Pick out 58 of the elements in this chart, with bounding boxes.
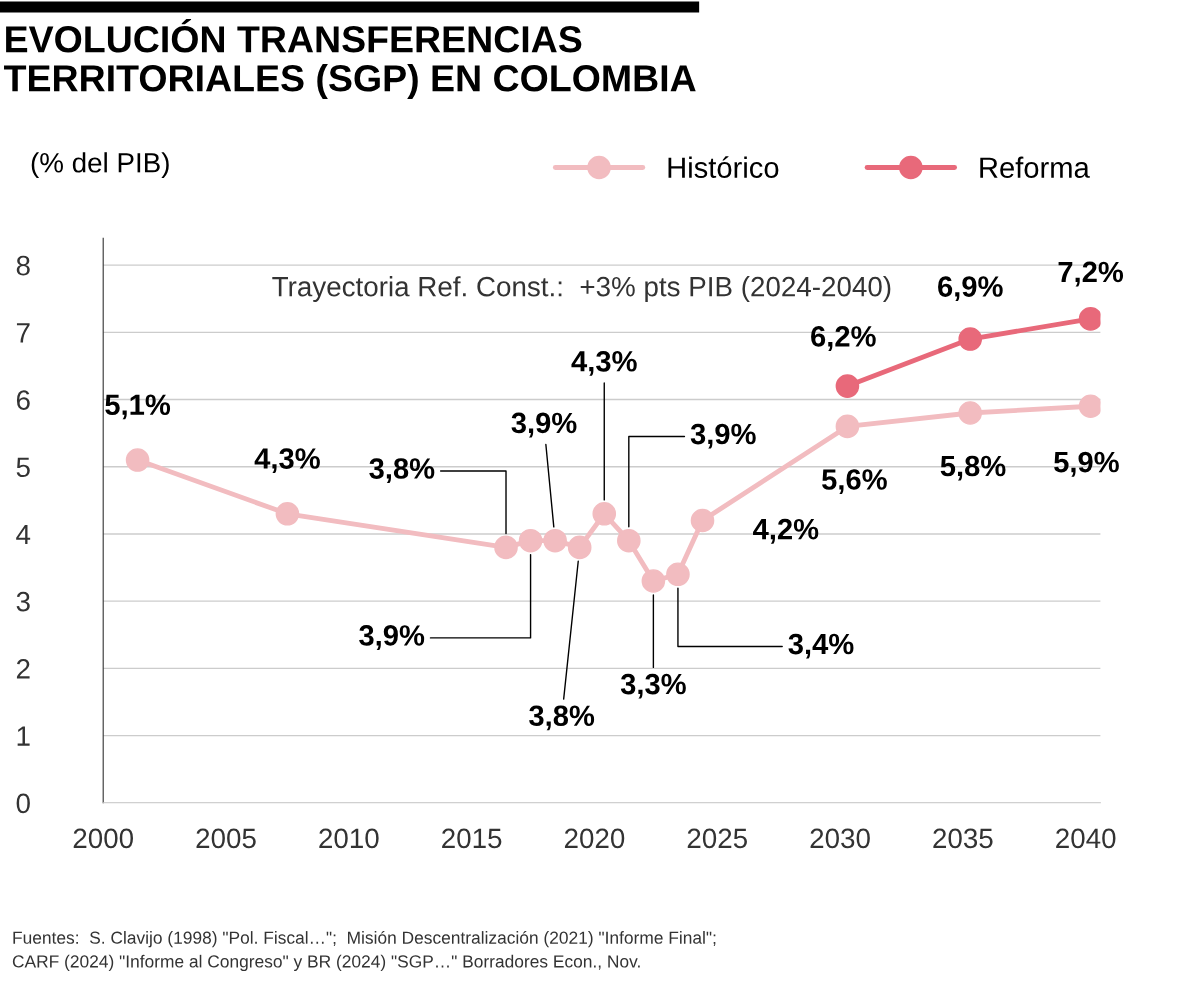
x-tick-label: 2025: [687, 828, 747, 849]
point: [275, 501, 300, 526]
point: [1078, 394, 1101, 419]
data-label: 5,1%: [105, 394, 171, 420]
point: [835, 374, 860, 398]
y-axis-title: (% del PIB): [31, 152, 169, 179]
data-label: 5,8%: [940, 455, 1006, 481]
point: [958, 327, 983, 351]
data-label: 3,8%: [529, 705, 595, 731]
data-label: 3,9%: [511, 412, 577, 438]
data-label: 6,2%: [811, 326, 876, 351]
y-tick-label: 4: [16, 524, 31, 545]
point: [518, 528, 543, 553]
legend-label: Reforma: [980, 156, 1090, 178]
point: [641, 569, 666, 593]
point: [690, 508, 715, 533]
y-tick-label: 0: [16, 793, 30, 814]
x-tick-label: 2035: [933, 828, 993, 849]
point: [617, 528, 641, 553]
y-tick-label: 7: [16, 323, 30, 343]
point: [567, 535, 592, 560]
y-tick-label: 8: [16, 255, 30, 276]
data-label: 5,9%: [1054, 451, 1119, 477]
x-tick-label: 2000: [73, 828, 134, 849]
data-label: 3,9%: [359, 625, 425, 650]
data-label: 4,3%: [254, 448, 320, 474]
data-label: 3,8%: [369, 458, 435, 484]
data-label: 3,9%: [690, 423, 756, 449]
point: [592, 501, 617, 526]
y-tick-label: 6: [16, 390, 30, 410]
point: [543, 528, 567, 553]
point: [494, 535, 518, 560]
chart-title: EVOLUCIÓN TRANSFERENCIAS TERRITORIALES (SGP) EN COLOMBIA: [4, 18, 696, 100]
point: [666, 562, 690, 587]
x-tick-label: 2030: [810, 828, 870, 849]
source-note: Fuentes: S. Clavijo (1998) "Pol. Fiscal…"; Misión Descentralización (2021) "Informe Final"; CARF (2024) "Informe al Congreso" y BR (2024) "SGP…" Borradores Econ., Nov.: [12, 930, 716, 972]
y-tick-label: 3: [16, 591, 30, 612]
annotation: Trayectoria Ref. Const.: +3% pts PIB (2024-2040): [272, 276, 891, 302]
legend-label: Histórico: [668, 156, 779, 178]
data-label: 4,2%: [753, 518, 819, 544]
data-label: 6,9%: [938, 276, 1003, 302]
data-label: 3,3%: [620, 673, 686, 699]
x-tick-label: 2020: [564, 828, 625, 849]
x-tick-label: 2005: [196, 828, 256, 849]
x-tick-label: 2015: [442, 828, 502, 849]
data-label: 4,3%: [571, 350, 637, 376]
y-tick-label: 5: [16, 457, 30, 478]
data-label: 7,2%: [1058, 261, 1124, 287]
data-label: 3,4%: [788, 633, 854, 659]
x-tick-label: 2010: [319, 828, 379, 849]
data-label: 5,6%: [822, 469, 887, 495]
point: [1078, 307, 1101, 331]
point: [835, 414, 860, 439]
x-tick-label: 2040: [1056, 828, 1116, 849]
point: [125, 448, 150, 472]
y-tick-label: 1: [17, 726, 30, 746]
y-tick-label: 2: [16, 659, 30, 679]
point: [958, 401, 983, 425]
